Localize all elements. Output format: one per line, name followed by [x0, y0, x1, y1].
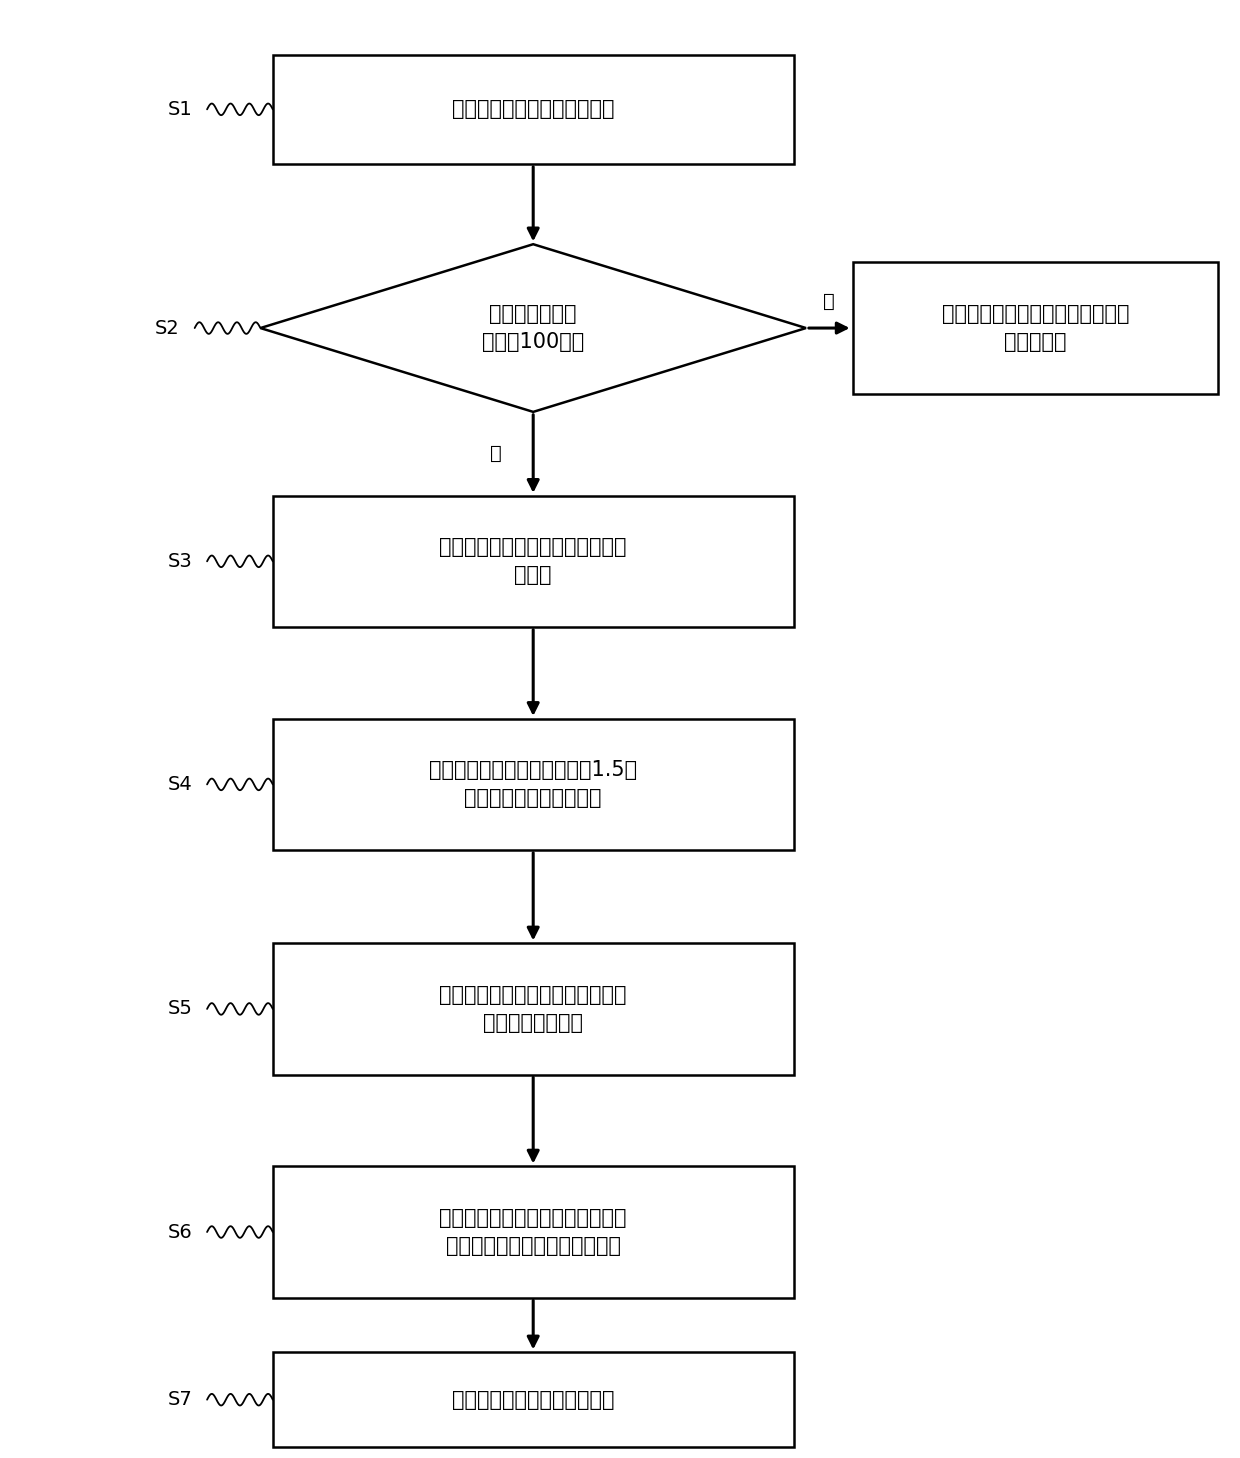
Bar: [273, 1166, 794, 1298]
Text: 根据巴氏距离调整初始矩形框: 根据巴氏距离调整初始矩形框: [451, 1389, 615, 1410]
Text: 对接收的目标图像进行预处理: 对接收的目标图像进行预处理: [451, 99, 615, 120]
Text: S4: S4: [167, 774, 192, 795]
Text: S3: S3: [167, 551, 192, 572]
Text: 接收并执行形态学处理指令，获取
初始矩形框: 接收并执行形态学处理指令，获取 初始矩形框: [941, 305, 1130, 351]
Text: 是: 是: [491, 445, 502, 464]
Bar: [273, 719, 794, 850]
Text: S7: S7: [167, 1389, 192, 1410]
Text: 计算初始矩形框前景直方图与背景
直方图的巴氏系数: 计算初始矩形框前景直方图与背景 直方图的巴氏系数: [439, 986, 627, 1032]
Bar: [853, 262, 1218, 394]
Text: 接收手工框定矩形框为初始矩形框
的指令: 接收手工框定矩形框为初始矩形框 的指令: [439, 538, 627, 585]
Text: 根据巴氏系数计算初始矩形框前景
直方图与背景直方图的巴氏距离: 根据巴氏系数计算初始矩形框前景 直方图与背景直方图的巴氏距离: [439, 1209, 627, 1255]
Bar: [273, 55, 794, 163]
Bar: [273, 496, 794, 627]
Text: 接收并执行将初始矩形框扩大1.5倍
的指令，获取背景矩形框: 接收并执行将初始矩形框扩大1.5倍 的指令，获取背景矩形框: [429, 761, 637, 808]
Text: S2: S2: [155, 318, 180, 338]
Text: S5: S5: [167, 999, 192, 1019]
Polygon shape: [260, 243, 806, 413]
Bar: [273, 1353, 794, 1446]
Text: 否: 否: [823, 292, 835, 311]
Bar: [273, 943, 794, 1075]
Text: S6: S6: [167, 1222, 192, 1242]
Text: S1: S1: [167, 99, 192, 120]
Text: 判断目标图像是
否大于100像素: 判断目标图像是 否大于100像素: [482, 305, 584, 351]
